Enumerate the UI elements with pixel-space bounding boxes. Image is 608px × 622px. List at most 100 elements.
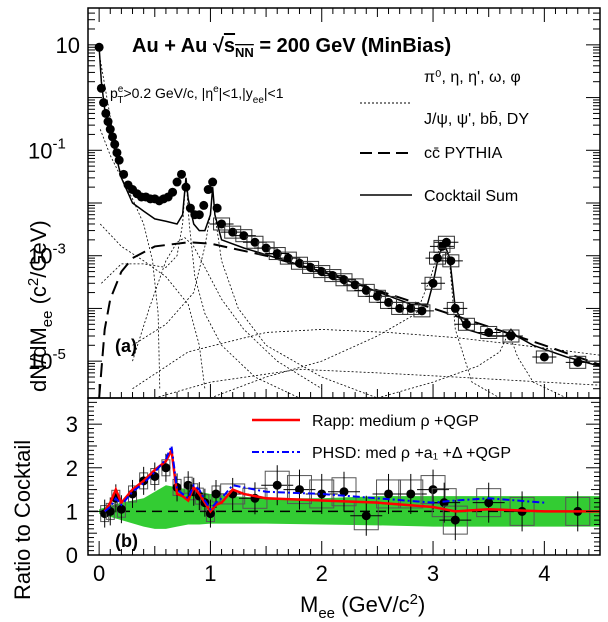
data-point	[239, 231, 249, 241]
cocktail-component-line	[99, 223, 206, 389]
data-point	[107, 132, 117, 142]
data-point	[441, 237, 451, 247]
y-tick-label-a: 10-3	[28, 241, 66, 269]
data-point	[306, 262, 316, 272]
data-point	[573, 357, 583, 367]
data-point	[428, 278, 438, 288]
ratio-data-point	[428, 485, 438, 495]
data-point	[328, 271, 338, 281]
ratio-data-point	[150, 472, 160, 481]
data-point	[228, 227, 238, 237]
data-point	[112, 148, 122, 158]
data-point	[317, 267, 327, 277]
data-point	[484, 327, 494, 337]
ratio-data-point	[116, 504, 126, 514]
ratio-data-point	[384, 489, 394, 499]
labels: Au + Au √sNN = 200 GeV (MinBias) pe T>0.2…	[10, 35, 529, 622]
cuts-label: pe T>0.2 GeV/c, |ηe|<1,|yee|<1	[110, 84, 284, 106]
data-point	[194, 210, 204, 220]
legend-label-charm: cc̄ PYTHIA	[424, 145, 503, 162]
ratio-data-point	[406, 489, 416, 499]
data-point	[461, 319, 471, 329]
chart-title: Au + Au √sNN = 200 GeV (MinBias)	[132, 35, 451, 60]
data-point	[199, 200, 209, 210]
data-point	[119, 169, 129, 179]
y-tick-label-b: 0	[66, 543, 78, 568]
data-point	[283, 253, 293, 263]
data-point	[450, 303, 460, 313]
y-tick-label-a: 10	[56, 33, 80, 58]
ratio-data-point	[205, 509, 215, 519]
data-point	[99, 98, 109, 108]
cocktail-component-line	[377, 331, 567, 399]
data-point	[101, 108, 111, 118]
data-point	[168, 187, 178, 197]
cocktail-component-line	[132, 329, 601, 390]
y-tick-label-a: 10-1	[28, 135, 66, 163]
data-point	[105, 124, 115, 134]
x-tick-label: 1	[204, 561, 216, 586]
data-point	[261, 243, 271, 253]
data-point	[114, 155, 124, 165]
legend-label-cocktail-sum: Cocktail Sum	[424, 188, 518, 205]
data-point	[217, 219, 227, 229]
x-axis-label: Mee (GeV/c2)	[300, 591, 425, 622]
ratio-data-point	[317, 489, 327, 499]
x-tick-label: 0	[93, 561, 105, 586]
data-point	[212, 203, 222, 213]
data-point	[176, 169, 186, 179]
ratio-data-point	[450, 515, 460, 525]
data-point	[181, 182, 191, 192]
y-axis-label-a: dN/dMee (c2/GeV)	[25, 220, 56, 392]
legend-label-heavy: J/ψ, ψ', bb̄, DY	[424, 111, 529, 128]
legend-label-phsd: PHSD: med ρ +a₁ +Δ +QGP	[312, 445, 511, 462]
x-tick-label: 2	[316, 561, 328, 586]
x-tick-label: 3	[427, 561, 439, 586]
panel-b-tag: (b)	[115, 531, 138, 551]
panel-a: 10 10-1 10-3 10-5	[28, 7, 601, 399]
data-point	[110, 139, 120, 149]
data-point	[384, 297, 394, 307]
data-point	[372, 291, 382, 301]
data-point	[350, 280, 360, 290]
data-point	[94, 42, 104, 52]
data-point	[103, 117, 113, 127]
cocktail-component-line	[132, 187, 378, 399]
legend-b: Rapp: medium ρ +QGP PHSD: med ρ +a₁ +Δ +…	[252, 413, 511, 462]
ratio-data-point	[339, 487, 349, 497]
data-point	[203, 185, 213, 195]
panel-a-tag: (a)	[115, 336, 137, 356]
ratio-data-point	[161, 463, 171, 473]
data-point	[272, 249, 282, 259]
legend-label-light-mesons: π⁰, η, η', ω, φ	[424, 69, 521, 86]
rapp-model-line	[103, 446, 600, 514]
panel-b: 0 1 2 3 4 0 1 2 3	[66, 397, 601, 586]
legend-a: π⁰, η, η', ω, φ J/ψ, ψ', bb̄, DY cc̄ PYT…	[360, 69, 529, 205]
ratio-data-point	[183, 480, 193, 490]
data-point	[446, 256, 456, 266]
y-tick-label-a: 10-5	[28, 346, 66, 374]
phsd-model-line	[104, 442, 545, 513]
data-point	[539, 352, 549, 362]
data-point	[96, 83, 106, 93]
ratio-data-point	[294, 485, 304, 495]
y-tick-label-b: 3	[66, 412, 78, 437]
ratio-data-point	[272, 480, 282, 490]
data-point	[506, 331, 516, 341]
data-point	[417, 306, 427, 316]
legend-label-rapp: Rapp: medium ρ +QGP	[312, 413, 479, 430]
data-point	[172, 177, 182, 187]
ratio-data-point	[211, 489, 221, 499]
data-point	[208, 177, 218, 187]
data-point	[361, 285, 371, 295]
cocktail-component-line	[99, 129, 161, 389]
data-point	[294, 258, 304, 268]
data-point	[250, 237, 260, 247]
data-point	[185, 203, 195, 213]
cocktail-component-line	[154, 368, 601, 399]
data-point	[339, 275, 349, 285]
charm-pythia-line	[98, 241, 601, 399]
ratio-data-point	[361, 511, 371, 521]
ratio-data-point	[484, 498, 494, 508]
